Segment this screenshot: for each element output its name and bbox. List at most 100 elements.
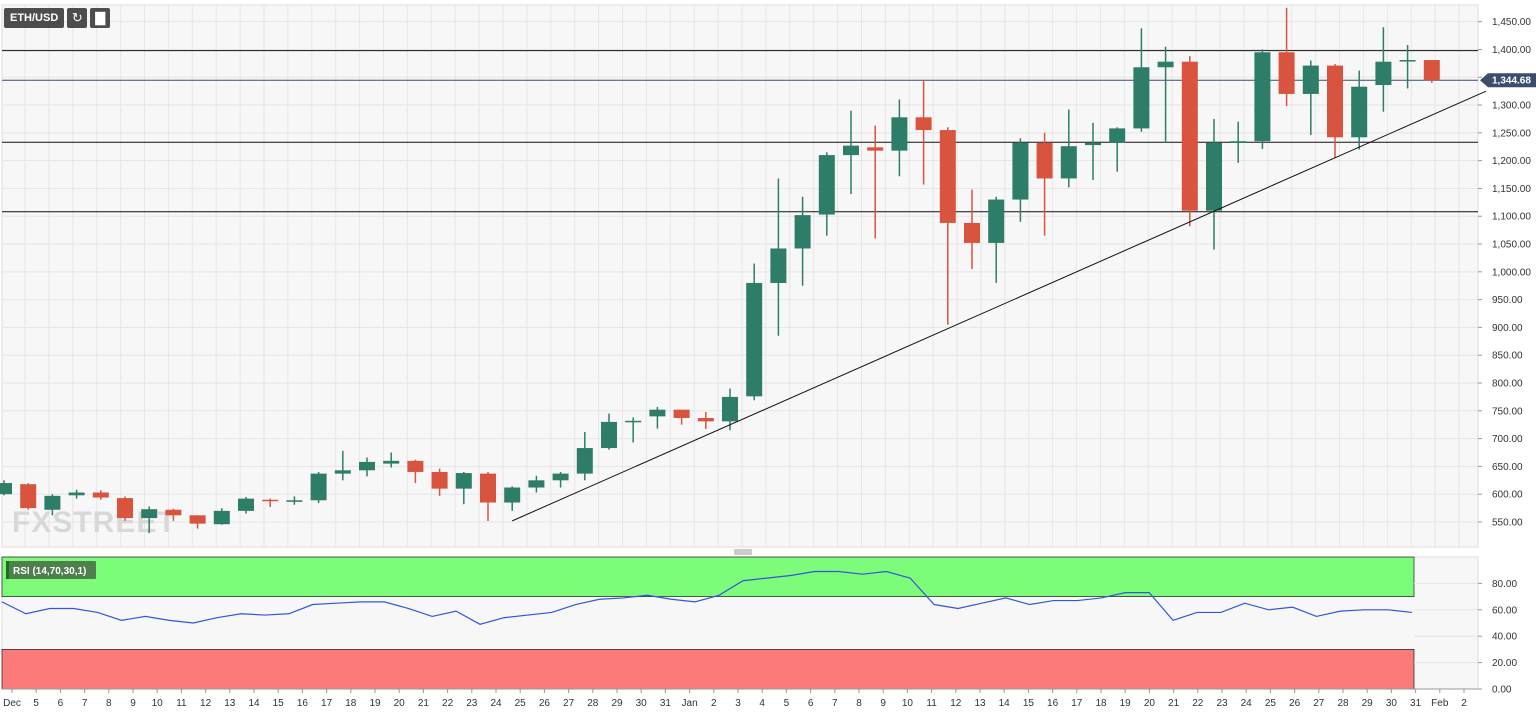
candle-body [1036,142,1053,179]
candle-body [189,515,206,524]
candle [1206,118,1222,250]
candle-body [359,461,375,471]
trendline [511,90,1487,522]
rsi-tick-label: 80.00 [1492,579,1517,590]
candle-body [1375,61,1392,86]
candle-body [334,470,351,474]
time-tick-label: 12 [950,698,962,709]
time-tick-label: 8 [856,698,862,709]
candle [915,80,932,185]
price-tick-label: 700.00 [1492,434,1523,445]
candle-body [1157,61,1174,68]
time-tick-label: 19 [1120,698,1132,709]
price-tick-label: 900.00 [1492,323,1523,334]
symbol-button[interactable]: ETH/USD [4,8,65,28]
candle [649,406,666,429]
time-tick-label: 21 [1168,698,1180,709]
refresh-icon[interactable]: ↻ [67,8,88,28]
candle [818,152,835,236]
candle-body [0,483,12,495]
candle-body [649,409,666,417]
time-tick-label: 25 [515,698,527,709]
candle-body [746,282,763,397]
candle [1351,70,1368,150]
candle-body [939,130,956,223]
candle-body [770,248,787,283]
price-tick-label: 1,100.00 [1492,212,1531,223]
price-tick-label: 550.00 [1492,517,1523,528]
candle-body [68,492,85,496]
rsi-legend-label: RSI (14,70,30,1) [13,566,86,577]
candle-body [141,509,158,519]
candle [1012,138,1029,222]
candle [455,471,472,505]
time-tick-label: 18 [345,698,357,709]
time-tick-label: 3 [735,698,741,709]
candle [165,508,182,521]
candle [359,457,375,477]
candle [1181,56,1198,227]
rsi-tick-label: 0.00 [1492,685,1512,696]
time-tick-label: 7 [832,698,838,709]
time-tick-label: 9 [130,698,136,709]
candle-body [722,396,738,422]
time-tick-label: 2 [1461,698,1467,709]
candle [20,483,37,510]
time-tick-label: 16 [1047,698,1059,709]
candle [576,431,593,481]
time-tick-label: 10 [902,698,914,709]
pane-divider[interactable] [734,549,752,555]
time-tick-label: 6 [58,698,64,709]
candle-body [1060,146,1077,179]
candle-body [20,484,37,509]
candle [891,99,908,177]
candle-body [213,510,230,525]
price-tick-label: 1,300.00 [1492,101,1531,112]
candle-body [286,500,303,502]
price-tick-label: 850.00 [1492,351,1523,362]
candle-body [165,509,182,516]
candle-body [1327,65,1343,138]
price-tick-label: 1,250.00 [1492,128,1531,139]
time-tick-label: 8 [106,698,112,709]
time-tick-label: 4 [759,698,765,709]
candle [480,471,496,521]
time-tick-label: 21 [418,698,430,709]
candle [68,489,85,499]
candle-body [891,117,908,151]
bar-chart-icon[interactable]: ▇ [90,8,111,28]
candle [1230,121,1247,163]
rsi-legend[interactable]: RSI (14,70,30,1) [6,561,96,579]
time-tick-label: 6 [808,698,814,709]
price-plot-area [1,4,1479,548]
time-tick-label: 23 [466,698,478,709]
candle-body [1085,142,1101,146]
time-tick-label: 17 [1071,698,1083,709]
grid [1,4,1479,548]
candle [286,496,303,505]
time-tick-label: 14 [999,698,1011,709]
time-tick-label: 9 [880,698,886,709]
candle [92,490,109,500]
candle [1036,132,1053,236]
candle [504,486,521,511]
candle [746,263,763,401]
price-axis: 550.00 600.00 650.00 700.00 750.00 800.00 850.… [1478,17,1531,528]
candle [262,498,279,507]
candle-body [92,492,109,498]
candle [44,494,61,516]
candle-body [794,215,811,249]
candle [552,471,569,488]
time-tick-label: 20 [1144,698,1156,709]
candle [1085,122,1101,181]
price-tick-label: 1,400.00 [1492,45,1531,56]
time-tick-label: 13 [974,698,986,709]
time-tick-label: 28 [1337,698,1349,709]
candle [1060,109,1077,188]
time-tick-label: 2 [711,698,717,709]
candle-body [697,418,714,422]
time-tick-label: 11 [926,698,937,709]
candle [528,475,545,493]
candle-body [818,155,835,215]
